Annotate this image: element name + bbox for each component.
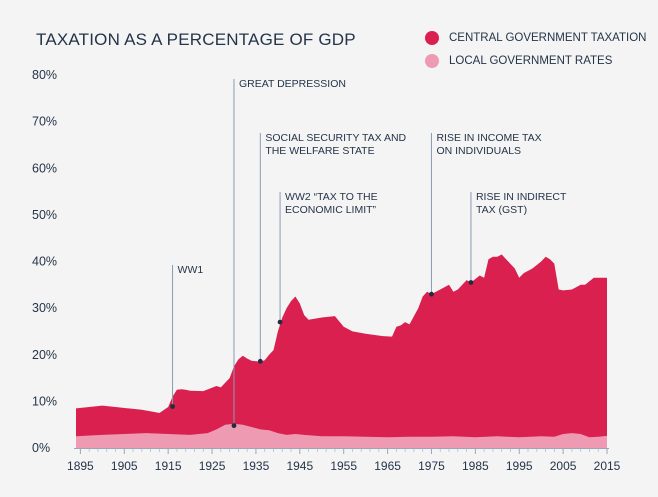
y-tick-label: 20% bbox=[32, 348, 57, 362]
annotation-label: SOCIAL SECURITY TAX AND bbox=[265, 132, 406, 144]
y-tick-label: 40% bbox=[32, 255, 57, 269]
annotation-marker bbox=[231, 423, 237, 429]
x-tick-label: 1915 bbox=[155, 459, 182, 473]
annotation-label: RISE IN INDIRECT bbox=[476, 191, 567, 203]
annotation-label: THE WELFARE STATE bbox=[265, 145, 374, 157]
annotation-label: ECONOMIC LIMIT” bbox=[285, 204, 377, 216]
y-tick-label: 10% bbox=[32, 394, 57, 408]
x-tick-label: 1955 bbox=[330, 459, 357, 473]
y-tick-label: 60% bbox=[32, 161, 57, 175]
annotation-label: WW1 bbox=[178, 264, 204, 276]
annotation-marker bbox=[429, 291, 434, 297]
legend-item-local: LOCAL GOVERNMENT RATES bbox=[425, 54, 612, 68]
annotation-label: RISE IN INCOME TAX bbox=[436, 132, 541, 144]
annotation-label: GREAT DEPRESSION bbox=[239, 78, 346, 90]
legend-central-swatch-icon bbox=[425, 31, 439, 45]
annotation-label: WW2 “TAX TO THE bbox=[285, 191, 378, 203]
y-tick-label: 30% bbox=[32, 301, 57, 315]
annotation-label: TAX (GST) bbox=[476, 204, 527, 216]
x-tick-label: 1935 bbox=[243, 459, 270, 473]
y-tick-label: 80% bbox=[32, 68, 57, 82]
x-tick-label: 1895 bbox=[67, 459, 94, 473]
annotation-marker bbox=[277, 319, 283, 325]
x-tick-label: 1985 bbox=[462, 459, 489, 473]
central-taxation-area bbox=[76, 254, 607, 448]
annotation-label: ON INDIVIDUALS bbox=[436, 145, 521, 157]
x-tick-label: 2015 bbox=[594, 459, 621, 473]
annotation-marker bbox=[170, 404, 175, 409]
local-rates-area bbox=[76, 423, 607, 448]
y-tick-label: 0% bbox=[32, 441, 50, 455]
annotation-marker bbox=[257, 358, 263, 364]
chart-title: TAXATION AS A PERCENTAGE OF GDP bbox=[36, 30, 356, 49]
x-tick-label: 1965 bbox=[374, 459, 401, 473]
x-tick-label: 1905 bbox=[111, 459, 138, 473]
annotation-marker bbox=[468, 280, 474, 285]
x-tick-label: 1945 bbox=[286, 459, 313, 473]
y-tick-label: 70% bbox=[32, 115, 57, 129]
legend-local-label: LOCAL GOVERNMENT RATES bbox=[449, 55, 613, 67]
legend-item-central: CENTRAL GOVERNMENT TAXATION bbox=[425, 31, 646, 45]
x-tick-label: 1925 bbox=[199, 459, 226, 473]
y-tick-label: 50% bbox=[32, 208, 57, 222]
legend-central-label: CENTRAL GOVERNMENT TAXATION bbox=[449, 32, 647, 44]
x-tick-label: 2005 bbox=[550, 459, 577, 473]
x-tick-label: 1995 bbox=[506, 459, 533, 473]
x-tick-label: 1975 bbox=[418, 459, 445, 473]
legend-local-swatch-icon bbox=[425, 54, 439, 68]
